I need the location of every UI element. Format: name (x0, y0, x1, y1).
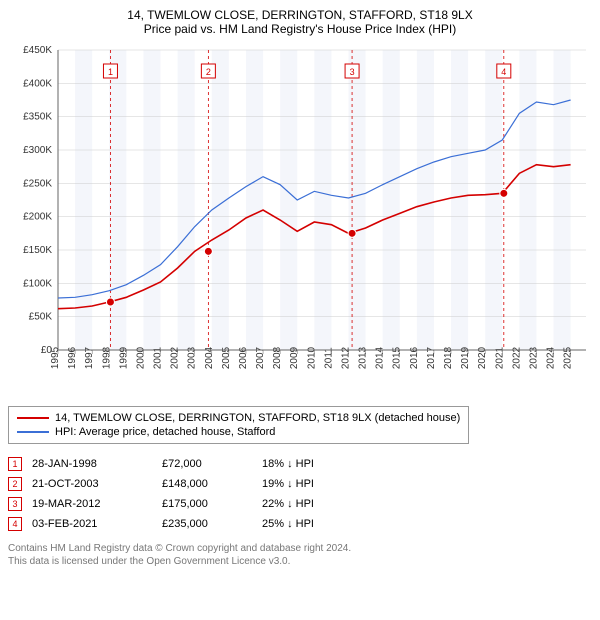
transaction-row: 4 03-FEB-2021£235,00025% ↓ HPI (8, 514, 592, 534)
transaction-table: 1 28-JAN-1998£72,00018% ↓ HPI 2 21-OCT-2003… (8, 454, 592, 534)
title-address: 14, TWEMLOW CLOSE, DERRINGTON, STAFFORD,… (8, 8, 592, 22)
svg-text:£100K: £100K (23, 278, 52, 289)
chart-canvas: £0£50K£100K£150K£200K£250K£300K£350K£400… (8, 40, 592, 400)
legend-row-property: 14, TWEMLOW CLOSE, DERRINGTON, STAFFORD,… (17, 411, 460, 425)
transaction-price: £72,000 (162, 458, 262, 470)
transaction-marker: 1 (8, 457, 22, 471)
legend-label-property: 14, TWEMLOW CLOSE, DERRINGTON, STAFFORD,… (55, 412, 460, 424)
transaction-price: £148,000 (162, 478, 262, 490)
transaction-row: 1 28-JAN-1998£72,00018% ↓ HPI (8, 454, 592, 474)
svg-text:£200K: £200K (23, 212, 52, 223)
price-chart: £0£50K£100K£150K£200K£250K£300K£350K£400… (8, 40, 592, 400)
transaction-delta: 19% ↓ HPI (262, 478, 352, 490)
transaction-marker: 4 (8, 517, 22, 531)
footer-line1: Contains HM Land Registry data © Crown c… (8, 542, 592, 555)
svg-text:£400K: £400K (23, 78, 52, 89)
legend-swatch-hpi (17, 431, 49, 433)
svg-text:£250K: £250K (23, 178, 52, 189)
svg-text:£450K: £450K (23, 45, 52, 56)
chart-title: 14, TWEMLOW CLOSE, DERRINGTON, STAFFORD,… (8, 8, 592, 36)
svg-text:£150K: £150K (23, 245, 52, 256)
transaction-delta: 18% ↓ HPI (262, 458, 352, 470)
legend-label-hpi: HPI: Average price, detached house, Staf… (55, 426, 275, 438)
transaction-row: 2 21-OCT-2003£148,00019% ↓ HPI (8, 474, 592, 494)
svg-text:3: 3 (350, 67, 355, 77)
transaction-marker: 2 (8, 477, 22, 491)
transaction-price: £235,000 (162, 518, 262, 530)
chart-legend: 14, TWEMLOW CLOSE, DERRINGTON, STAFFORD,… (8, 406, 469, 444)
transaction-price: £175,000 (162, 498, 262, 510)
svg-text:£300K: £300K (23, 145, 52, 156)
transaction-date: 28-JAN-1998 (32, 458, 162, 470)
title-subtitle: Price paid vs. HM Land Registry's House … (8, 22, 592, 36)
svg-text:4: 4 (501, 67, 506, 77)
svg-text:2: 2 (206, 67, 211, 77)
legend-swatch-property (17, 417, 49, 419)
transaction-marker: 3 (8, 497, 22, 511)
transaction-delta: 22% ↓ HPI (262, 498, 352, 510)
transaction-delta: 25% ↓ HPI (262, 518, 352, 530)
svg-text:£350K: £350K (23, 112, 52, 123)
transaction-date: 19-MAR-2012 (32, 498, 162, 510)
footer-attribution: Contains HM Land Registry data © Crown c… (8, 542, 592, 568)
footer-line2: This data is licensed under the Open Gov… (8, 555, 592, 568)
svg-text:1: 1 (108, 67, 113, 77)
legend-row-hpi: HPI: Average price, detached house, Staf… (17, 425, 460, 439)
transaction-date: 21-OCT-2003 (32, 478, 162, 490)
svg-text:£50K: £50K (29, 312, 53, 323)
transaction-row: 3 19-MAR-2012£175,00022% ↓ HPI (8, 494, 592, 514)
transaction-date: 03-FEB-2021 (32, 518, 162, 530)
